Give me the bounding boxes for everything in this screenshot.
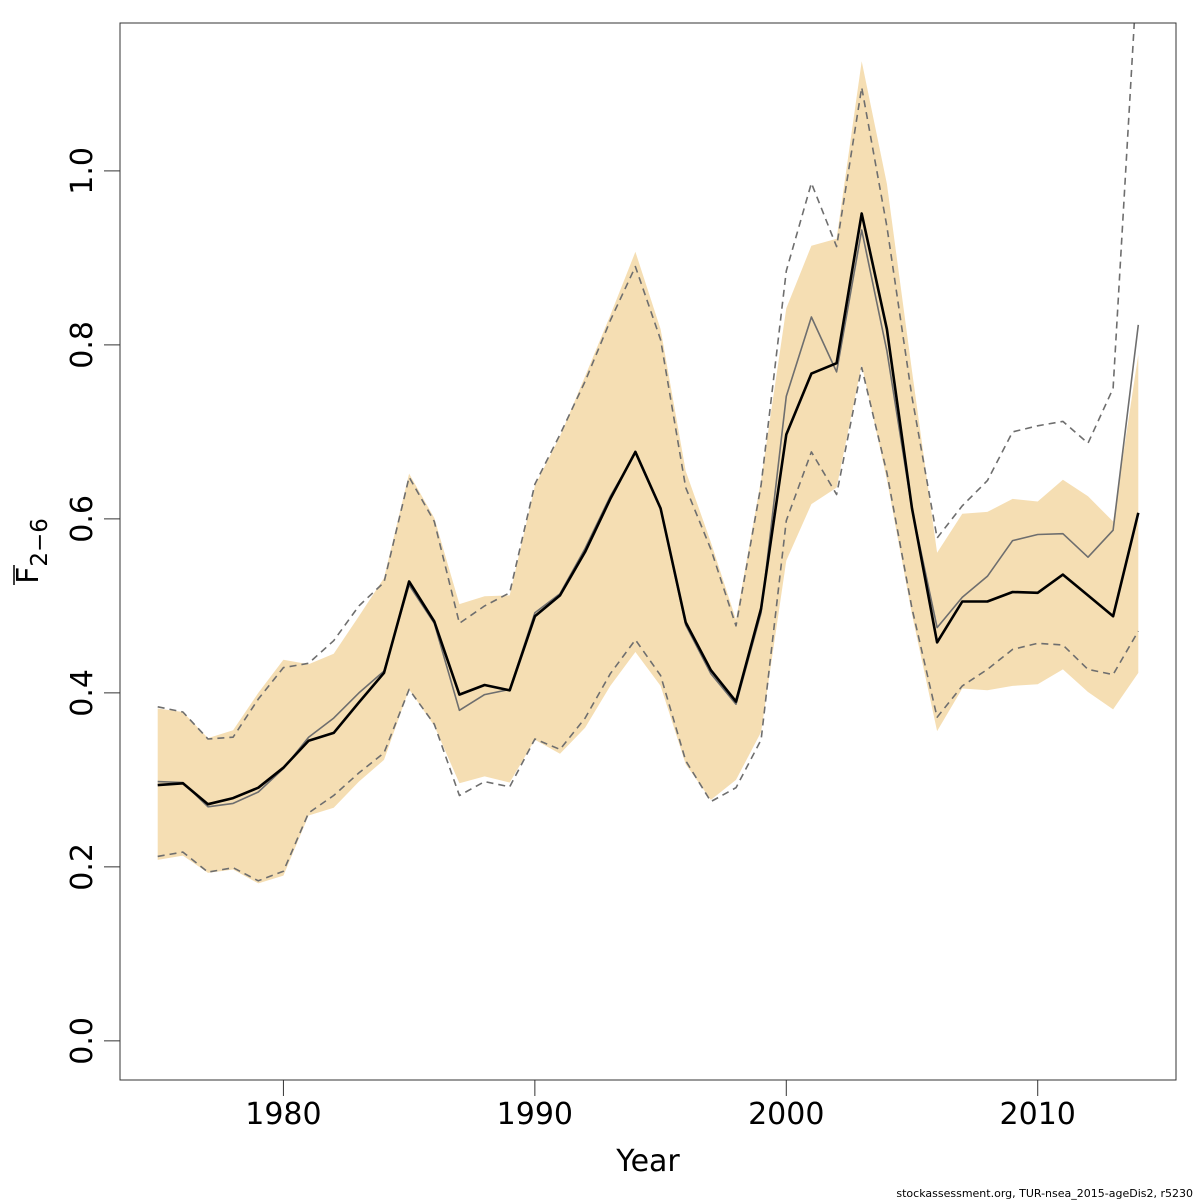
plot-area bbox=[157, 23, 1140, 884]
previous-lower-line bbox=[157, 366, 1139, 882]
y-tick-label: 0.6 bbox=[65, 495, 100, 543]
x-axis-title: Year bbox=[615, 1144, 680, 1179]
y-tick-label: 0.4 bbox=[65, 669, 100, 717]
y-tick-label: 0.8 bbox=[65, 321, 100, 369]
y-axis-title: F2−6 bbox=[11, 518, 53, 584]
y-axis-title-main: F bbox=[11, 567, 46, 584]
estimate-line bbox=[157, 212, 1140, 806]
x-tick-label: 2000 bbox=[748, 1097, 824, 1132]
y-axis: 0.0 0.2 0.4 0.6 0.8 1.0 bbox=[65, 147, 121, 1065]
y-axis-title-group: F2−6 bbox=[11, 518, 53, 585]
x-tick-label: 1990 bbox=[497, 1097, 573, 1132]
x-axis: 1980 1990 2000 2010 bbox=[245, 1079, 1076, 1132]
footnote: stockassessment.org, TUR-nsea_2015-ageDi… bbox=[896, 1187, 1193, 1200]
x-tick-label: 2010 bbox=[1000, 1097, 1076, 1132]
previous-upper-line bbox=[157, 23, 1136, 740]
y-tick-label: 0.2 bbox=[65, 843, 100, 891]
y-axis-title-subscript: 2−6 bbox=[27, 518, 53, 567]
x-tick-label: 1980 bbox=[245, 1097, 321, 1132]
y-tick-label: 1.0 bbox=[65, 147, 100, 195]
y-tick-label: 0.0 bbox=[65, 1017, 100, 1065]
